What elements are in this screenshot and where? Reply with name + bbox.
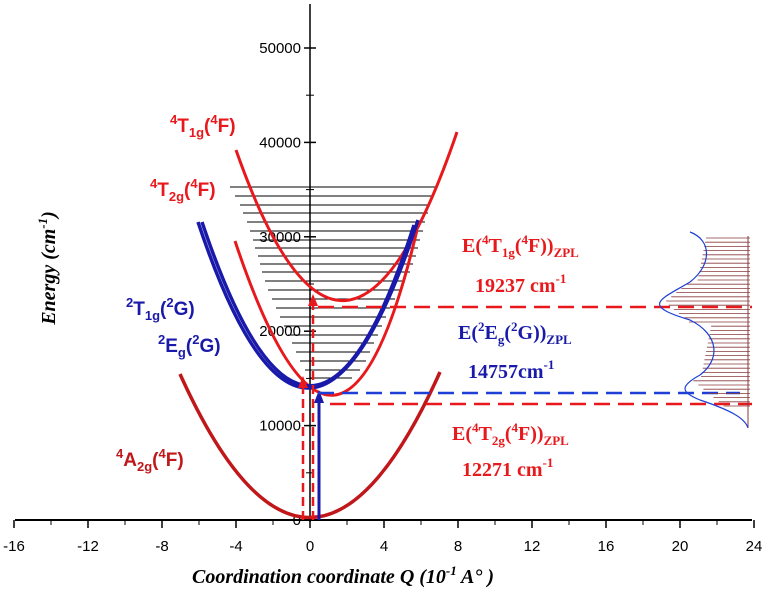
x-tick-label: 4 <box>380 538 388 555</box>
x-tick-label: 24 <box>746 538 762 555</box>
curve-4T1g <box>234 131 459 303</box>
zpl-label-4T2g: E(4T2g(4F))ZPL <box>452 420 569 448</box>
x-tick-label: 12 <box>524 538 541 555</box>
label-4T2g: 4T2g(4F) <box>150 176 216 204</box>
label-2T1g: 2T1g(2G) <box>126 295 195 323</box>
zpl-value-2Eg: 14757cm-1 <box>468 357 554 383</box>
y-tick-label: 10000 <box>259 418 301 435</box>
transition-arrows <box>298 294 324 520</box>
zpl-label-4T1g: E(4T1g(4F))ZPL <box>462 232 579 260</box>
label-4T1g: 4T1g(4F) <box>170 112 236 140</box>
zpl-value-4T2g: 12271 cm-1 <box>462 455 553 481</box>
x-tick-label: 8 <box>454 538 462 555</box>
spectrum-curve <box>658 231 749 429</box>
x-tick-label: 16 <box>598 538 615 555</box>
x-tick-label: 20 <box>672 538 689 555</box>
x-tick-label: -12 <box>77 538 99 555</box>
label-4A2g: 4A2g(4F) <box>116 446 184 474</box>
y-tick-label: 40000 <box>259 134 301 151</box>
arrowhead-red-left <box>298 376 308 388</box>
y-tick-label: 0 <box>293 512 301 529</box>
zpl-value-4T1g: 19237 cm-1 <box>475 271 566 297</box>
x-tick-label: -16 <box>3 538 25 555</box>
x-tick-label: 0 <box>306 538 314 555</box>
x-axis: -16 -12 -8 -4 0 4 8 12 16 20 24 <box>3 519 762 555</box>
curve-4T2g <box>233 229 419 397</box>
label-2Eg: 2Eg(2G) <box>158 332 221 360</box>
y-axis-title: Energy (cm-1) <box>35 211 60 326</box>
curve-4A2g <box>178 371 442 520</box>
x-axis-title: Coordination coordinate Q (10-1 A° ) <box>192 563 494 588</box>
x-tick-label: -4 <box>229 538 242 555</box>
arrowhead-red-right <box>308 294 318 306</box>
arrowhead-blue <box>314 390 324 403</box>
zpl-lines <box>318 305 752 406</box>
spectrum <box>658 231 750 429</box>
x-tick-label: -8 <box>155 538 168 555</box>
zpl-label-2Eg: E(2Eg(2G))ZPL <box>458 319 572 347</box>
curve-2T1g <box>200 221 416 388</box>
y-tick-label: 50000 <box>259 40 301 57</box>
